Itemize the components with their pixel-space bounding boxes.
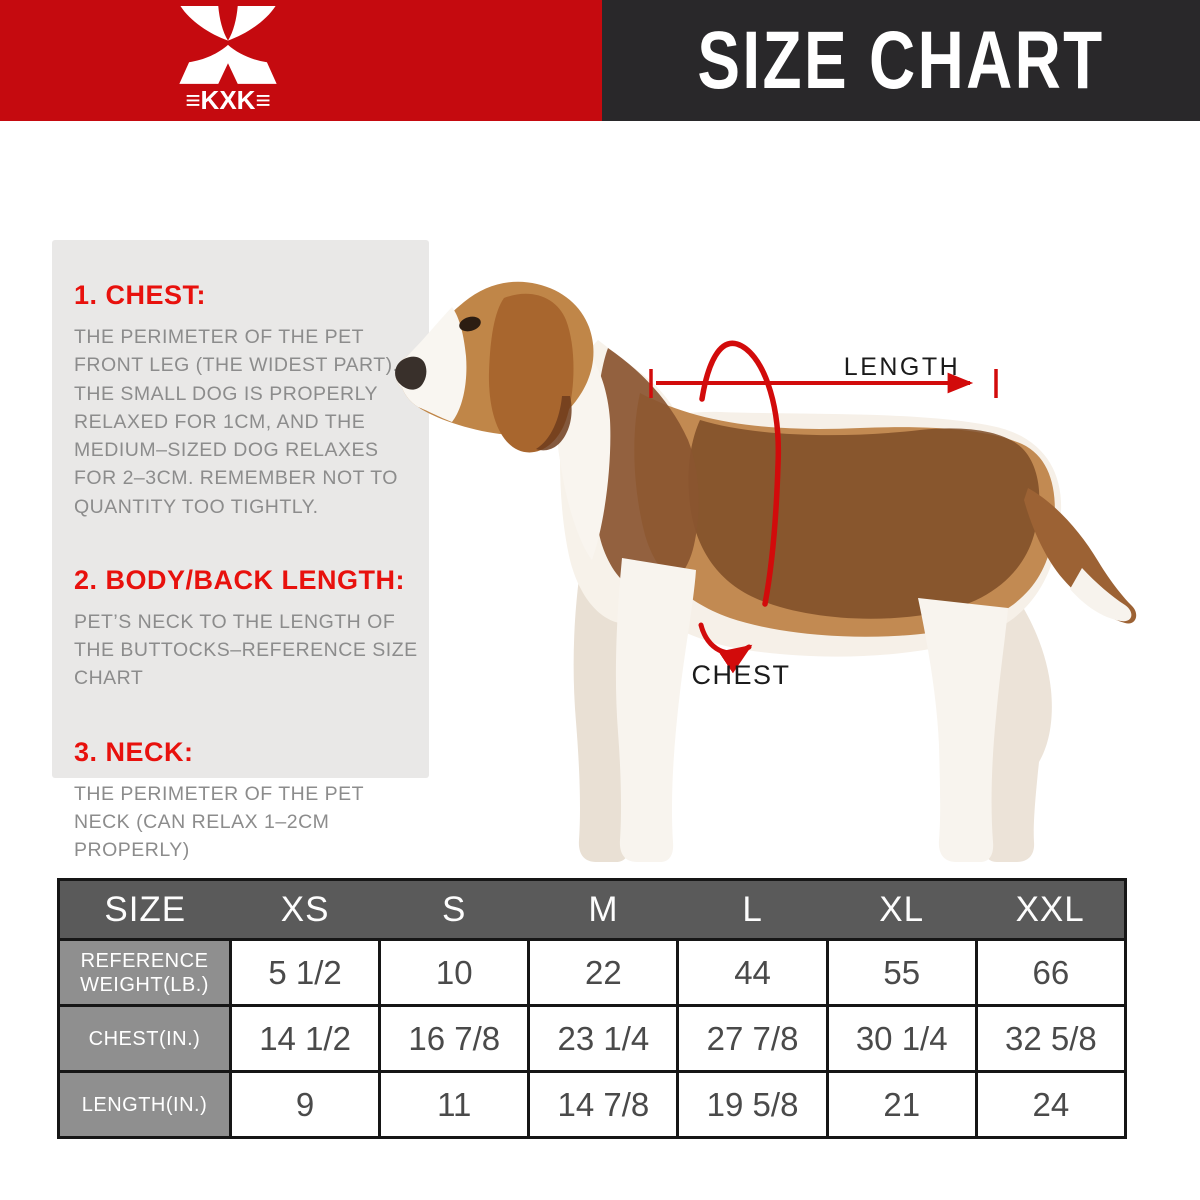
column-header-s: S bbox=[379, 878, 529, 941]
length-label: LENGTH bbox=[844, 353, 960, 381]
dog-tail-white-tip bbox=[1070, 568, 1132, 622]
column-header-size: SIZE bbox=[57, 878, 231, 941]
dog-tail bbox=[1024, 488, 1137, 624]
chest-label: CHEST bbox=[691, 660, 790, 690]
dog-ear-shadow bbox=[536, 396, 572, 451]
brand-logo-text: ≡KXK≡ bbox=[185, 85, 271, 115]
dog-shoulder-patch bbox=[591, 348, 699, 593]
dog-near-rear-leg bbox=[918, 598, 1008, 862]
header-brand-area: ≡KXK≡ bbox=[0, 0, 602, 121]
instruction-body: PET’S NECK TO THE LENGTH OF THE BUTTOCKS… bbox=[74, 610, 418, 690]
instruction-section-chest: 1. CHEST: THE PERIMETER OF THE PET FRONT… bbox=[74, 280, 424, 521]
dog-near-front-leg bbox=[615, 558, 696, 862]
row-label-chest: CHEST(IN.) bbox=[57, 1004, 232, 1073]
table-row-length: LENGTH(IN.) 9 11 14 7/8 19 5/8 21 24 bbox=[57, 1070, 1128, 1139]
table-cell: 10 bbox=[378, 938, 531, 1007]
measuring-instructions-panel: 1. CHEST: THE PERIMETER OF THE PET FRONT… bbox=[52, 240, 429, 861]
table-cell: 9 bbox=[228, 1070, 382, 1139]
size-table-header-row: SIZE XS S M L XL XXL bbox=[57, 878, 1128, 941]
chest-girth-line bbox=[699, 340, 782, 607]
dog-nose bbox=[395, 356, 427, 390]
chest-arrow bbox=[698, 622, 753, 674]
instruction-body: THE PERIMETER OF THE PET NECK (CAN RELAX… bbox=[74, 782, 364, 862]
instruction-heading: 3. NECK: bbox=[74, 736, 194, 767]
header: ≡KXK≡ SIZE CHART bbox=[0, 0, 1200, 121]
size-table: SIZE XS S M L XL XXL REFERENCE WEIGHT(LB… bbox=[57, 878, 1128, 1139]
table-cell: 21 bbox=[825, 1070, 978, 1139]
table-row-weight: REFERENCE WEIGHT(LB.) 5 1/2 10 22 44 55 … bbox=[57, 938, 1128, 1007]
dog-eye bbox=[459, 316, 481, 332]
table-cell: 66 bbox=[974, 938, 1128, 1007]
instruction-heading: 2. BODY/BACK LENGTH: bbox=[74, 564, 406, 595]
table-cell: 30 1/4 bbox=[825, 1004, 978, 1073]
row-label-length: LENGTH(IN.) bbox=[57, 1070, 232, 1139]
column-header-xxl: XXL bbox=[976, 878, 1128, 941]
dog-measurement-diagram: LENGTH CHEST bbox=[390, 270, 1170, 870]
row-label-weight: REFERENCE WEIGHT(LB.) bbox=[57, 938, 232, 1007]
table-cell: 14 7/8 bbox=[527, 1070, 680, 1139]
instruction-body: THE PERIMETER OF THE PET FRONT LEG (THE … bbox=[74, 326, 399, 518]
table-cell: 11 bbox=[378, 1070, 531, 1139]
table-cell: 19 5/8 bbox=[676, 1070, 829, 1139]
brand-logo-icon bbox=[179, 6, 277, 84]
brand-logo: ≡KXK≡ bbox=[168, 6, 288, 113]
table-cell: 44 bbox=[676, 938, 829, 1007]
column-header-xs: XS bbox=[230, 878, 380, 941]
instruction-heading: 1. CHEST: bbox=[74, 280, 207, 310]
logo-petal-left bbox=[180, 6, 228, 41]
dog-ear bbox=[488, 293, 574, 453]
table-cell: 24 bbox=[974, 1070, 1128, 1139]
table-cell: 27 7/8 bbox=[676, 1004, 829, 1073]
logo-petal-right bbox=[228, 6, 276, 41]
table-row-chest: CHEST(IN.) 14 1/2 16 7/8 23 1/4 27 7/8 3… bbox=[57, 1004, 1128, 1073]
dog-saddle-dark bbox=[688, 420, 1040, 619]
table-cell: 22 bbox=[527, 938, 680, 1007]
table-cell: 55 bbox=[825, 938, 978, 1007]
page-title: SIZE CHART bbox=[697, 14, 1105, 106]
dog-muzzle bbox=[395, 307, 467, 422]
header-title-area: SIZE CHART bbox=[602, 0, 1200, 121]
column-header-xl: XL bbox=[827, 878, 977, 941]
instruction-section-body-length: 2. BODY/BACK LENGTH: PET’S NECK TO THE L… bbox=[74, 565, 424, 693]
table-cell: 32 5/8 bbox=[974, 1004, 1128, 1073]
dog-illustration: LENGTH CHEST bbox=[395, 281, 1137, 862]
table-cell: 23 1/4 bbox=[527, 1004, 680, 1073]
column-header-m: M bbox=[528, 878, 678, 941]
instruction-section-neck: 3. NECK: THE PERIMETER OF THE PET NECK (… bbox=[74, 737, 424, 865]
table-cell: 16 7/8 bbox=[378, 1004, 531, 1073]
table-cell: 5 1/2 bbox=[228, 938, 382, 1007]
logo-skirt bbox=[179, 44, 277, 84]
table-cell: 14 1/2 bbox=[228, 1004, 382, 1073]
column-header-l: L bbox=[677, 878, 828, 941]
